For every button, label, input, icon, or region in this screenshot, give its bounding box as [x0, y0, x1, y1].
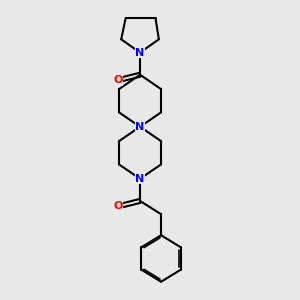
Text: O: O	[113, 202, 123, 212]
Text: N: N	[135, 174, 145, 184]
Text: N: N	[135, 122, 145, 132]
Text: N: N	[135, 48, 145, 58]
Text: O: O	[113, 75, 123, 85]
